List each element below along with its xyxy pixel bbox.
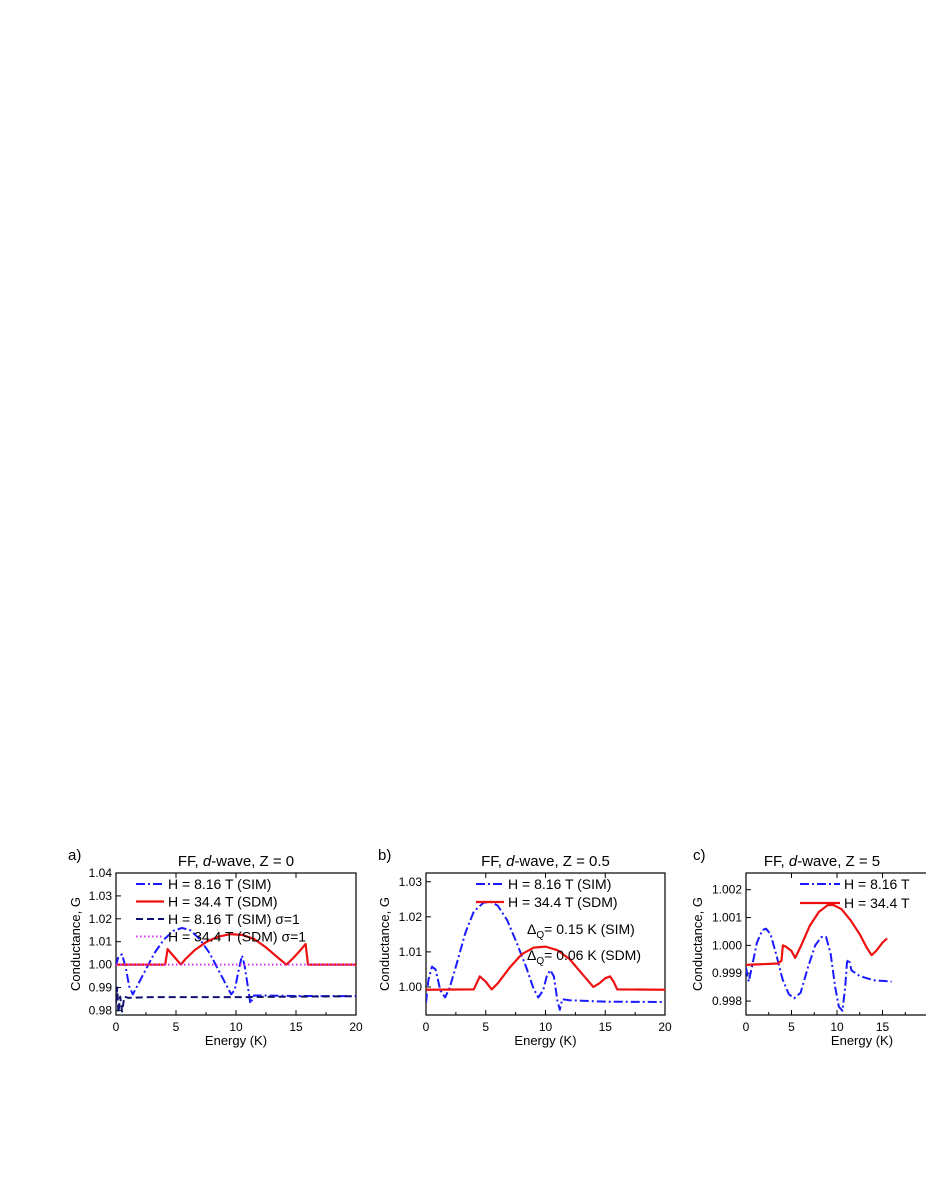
title-part: -wave, Z = 5: [797, 853, 880, 870]
x-tick-label: 15: [289, 1020, 303, 1034]
title-part: FF,: [764, 853, 789, 870]
title-part: FF,: [178, 853, 203, 870]
annotation: ΔQ= 0.06 K (SDM): [527, 947, 641, 967]
series-line-2: [746, 903, 888, 966]
y-tick-label: 1.01: [399, 945, 423, 959]
y-tick-label: 1.03: [89, 889, 113, 903]
y-tick-label: 1.00: [399, 980, 423, 994]
x-tick-label: 15: [876, 1020, 890, 1034]
annotation-text: = 0.15 K (SIM): [544, 921, 635, 937]
y-tick-label: 1.02: [399, 910, 423, 924]
annotation-symbol: Δ: [527, 921, 536, 937]
legend-label: H = 8.16 T: [844, 876, 910, 892]
x-axis-label: Energy (K): [205, 1033, 267, 1048]
panel-2: b) FF, d-wave, Z = 0.5 0 5 10 15 20 Energy (K) 1…: [377, 847, 672, 1048]
panel-label: c): [693, 847, 706, 864]
y-tick-label: 0.98: [89, 1003, 113, 1017]
chart-title: FF, d-wave, Z = 0: [178, 853, 294, 870]
series-group: [426, 900, 665, 1011]
legend-label: H = 34.4 T (SDM) σ=1: [168, 929, 306, 945]
legend-label: H = 34.4 T: [844, 895, 910, 911]
x-tick-label: 15: [599, 1020, 613, 1034]
legend-label: H = 34.4 T (SDM): [508, 894, 618, 910]
y-tick-label: 1.001: [712, 911, 742, 925]
y-tick-label: 1.000: [712, 938, 742, 952]
y-axis-label: Conductance, G: [377, 897, 392, 991]
title-part: -wave, Z = 0: [211, 853, 294, 870]
panel-1: a) FF, d-wave, Z = 0 0 5 10 15 20 Energy (K) 0.9…: [68, 847, 363, 1048]
x-tick-label: 10: [830, 1020, 844, 1034]
y-tick-label: 1.02: [89, 912, 113, 926]
x-tick-label: 5: [482, 1020, 489, 1034]
series-line-1: [426, 900, 665, 1011]
series-line-2: [116, 933, 356, 966]
title-part: d: [506, 853, 515, 870]
title-part: -wave, Z = 0.5: [514, 853, 609, 870]
y-tick-label: 1.01: [89, 935, 113, 949]
legend-label: H = 34.4 T (SDM): [168, 894, 278, 910]
title-part: d: [789, 853, 798, 870]
y-axis-label: Conductance, G: [68, 897, 83, 991]
legend-label: H = 8.16 T (SIM): [168, 876, 271, 892]
y-tick-label: 0.999: [712, 966, 742, 980]
x-tick-label: 20: [658, 1020, 672, 1034]
y-tick-label: 0.99: [89, 981, 113, 995]
annotation: ΔQ= 0.15 K (SIM): [527, 921, 635, 941]
panel-label: b): [378, 847, 391, 864]
x-tick-label: 0: [423, 1020, 430, 1034]
chart-title: FF, d-wave, Z = 5: [764, 853, 880, 870]
y-tick-label: 1.04: [89, 866, 113, 880]
title-part: FF,: [481, 853, 506, 870]
legend-label: H = 8.16 T (SIM) σ=1: [168, 911, 300, 927]
title-part: d: [203, 853, 212, 870]
x-tick-label: 0: [113, 1020, 120, 1034]
x-tick-label: 10: [229, 1020, 243, 1034]
x-axis-label: Energy (K): [514, 1033, 576, 1048]
annotation-subscript: Q: [536, 930, 544, 941]
series-group: [746, 903, 892, 1012]
annotation-text: = 0.06 K (SDM): [544, 947, 641, 963]
x-tick-label: 10: [539, 1020, 553, 1034]
x-axis-label: Energy (K): [831, 1033, 893, 1048]
legend-label: H = 8.16 T (SIM): [508, 876, 611, 892]
chart-title: FF, d-wave, Z = 0.5: [481, 853, 610, 870]
x-tick-label: 20: [349, 1020, 363, 1034]
series-group: [116, 926, 356, 1014]
x-tick-label: 5: [173, 1020, 180, 1034]
x-tick-label: 5: [788, 1020, 795, 1034]
series-line-1: [116, 926, 356, 1005]
series-line-1: [746, 927, 892, 1012]
y-axis-label: Conductance, G: [690, 897, 705, 991]
series-line-3: [116, 986, 356, 1014]
annotation-symbol: Δ: [527, 947, 536, 963]
y-tick-label: 1.00: [89, 958, 113, 972]
series-line-2: [426, 945, 665, 991]
y-tick-label: 1.03: [399, 875, 423, 889]
x-tick-label: 0: [743, 1020, 750, 1034]
y-tick-label: 1.002: [712, 883, 742, 897]
annotation-subscript: Q: [536, 956, 544, 967]
y-tick-label: 0.998: [712, 994, 742, 1008]
panel-label: a): [68, 847, 81, 864]
